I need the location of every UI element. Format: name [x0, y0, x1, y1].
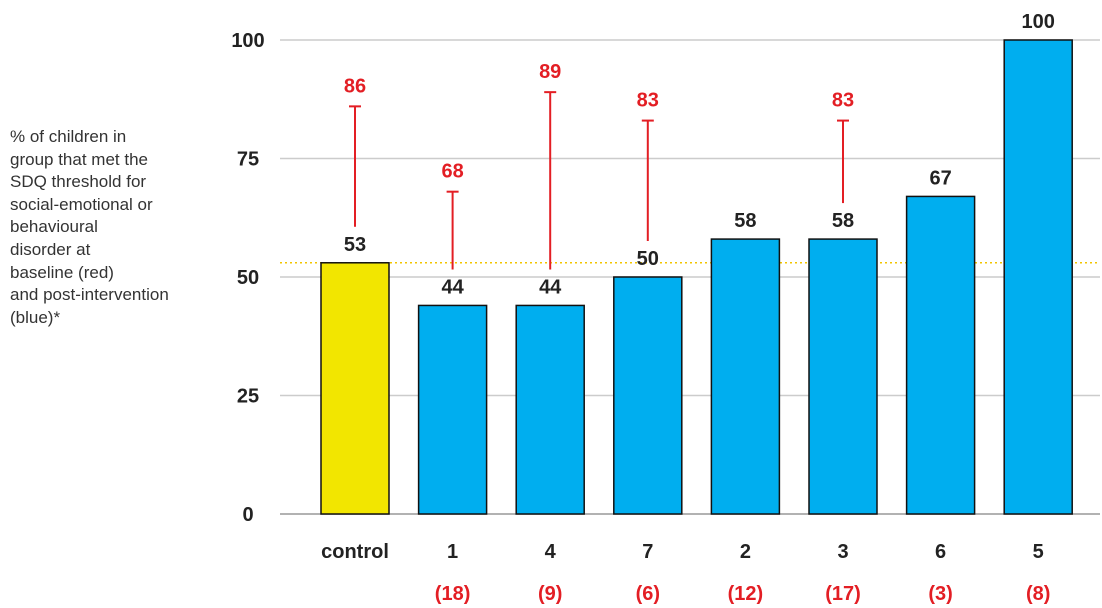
y-axis-label-line: % of children in: [10, 127, 127, 146]
bar-value-label: 58: [734, 210, 756, 232]
y-tick-label: 75: [237, 149, 259, 171]
bar-value-label: 44: [539, 276, 562, 298]
y-tick-label: 25: [237, 386, 259, 408]
sample-size-label: (6): [636, 583, 660, 605]
sample-size-label: (9): [538, 583, 562, 605]
baseline-value-label: 68: [441, 161, 463, 183]
bar: [515, 304, 585, 515]
gridlines: [280, 39, 1100, 515]
bar: [613, 276, 683, 515]
bar-value-label: 53: [344, 234, 366, 256]
baseline-value-label: 86: [344, 75, 366, 97]
y-axis-label-line: (blue)*: [10, 307, 61, 327]
y-axis-label-line: disorder at: [10, 239, 91, 259]
y-tick-label: 50: [237, 267, 259, 289]
sample-size-label: (17): [825, 583, 861, 605]
baseline-value-label: 83: [637, 90, 659, 112]
bar-value-label: 44: [441, 276, 464, 298]
y-axis-label-line: and post-intervention: [10, 285, 169, 305]
baseline-value-label: 83: [832, 90, 854, 112]
bar: [1003, 39, 1073, 515]
sample-size-label: (18): [435, 583, 471, 605]
bar-value-label: 50: [637, 248, 659, 270]
bar: [710, 238, 781, 515]
baseline-markers: [349, 91, 849, 270]
bars: [320, 39, 1073, 515]
bar-value-label: 100: [1022, 11, 1055, 33]
x-tick-label: 3: [837, 541, 848, 563]
labels: 02550751005386control44681(18)44894(9)50…: [231, 11, 1055, 605]
x-tick-label: 6: [935, 541, 946, 563]
sample-size-label: (3): [928, 583, 952, 605]
y-tick-label: 100: [231, 30, 264, 52]
bar-value-label: 58: [832, 210, 854, 232]
x-tick-label: 4: [545, 541, 557, 563]
x-tick-label: 1: [447, 541, 458, 563]
x-tick-label: 2: [740, 541, 751, 563]
x-tick-label: 7: [642, 541, 653, 563]
y-axis-label: % of children in group that met the SDQ th…: [10, 126, 210, 329]
bar: [808, 238, 878, 515]
y-tick-label: 0: [242, 504, 253, 526]
sample-size-label: (12): [728, 583, 764, 605]
bar-value-label: 67: [929, 167, 951, 189]
y-axis-label-line: group that met the: [10, 149, 148, 169]
y-axis-label-line: baseline (red): [10, 262, 114, 282]
sample-size-label: (8): [1026, 583, 1050, 605]
bar: [905, 195, 976, 515]
y-axis-label-line: social-emotional or: [10, 194, 153, 214]
x-tick-label: control: [321, 541, 389, 563]
y-axis-label-line: SDQ threshold for: [10, 172, 147, 192]
bar: [417, 304, 488, 515]
bar: [320, 262, 390, 515]
baseline-value-label: 89: [539, 61, 561, 83]
x-tick-label: 5: [1033, 541, 1044, 563]
y-axis-label-line: behavioural: [10, 217, 98, 237]
